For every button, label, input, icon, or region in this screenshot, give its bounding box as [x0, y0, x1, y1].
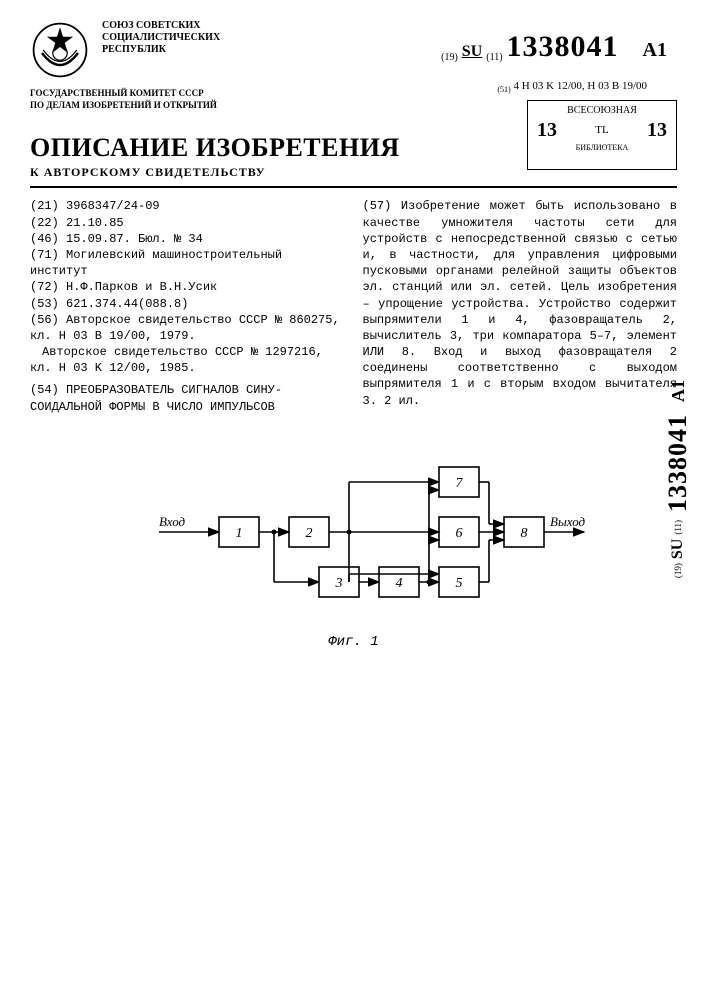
- left-column: (21) 3968347/24-09 (22) 21.10.85 (46) 15…: [30, 198, 345, 414]
- stamp-bottom: БИБЛИОТЕКА: [531, 143, 673, 153]
- svg-text:Вход: Вход: [159, 514, 186, 529]
- field-56b: Авторское свидетельство СССР № 1297216, …: [30, 344, 345, 376]
- field-53: (53) 621.374.44(088.8): [30, 296, 345, 312]
- stamp-top: ВСЕСОЮЗНАЯ: [531, 104, 673, 117]
- side-document-number: (19) SU (11) 1338041 A1: [663, 380, 693, 578]
- doc-prefix: SU: [462, 43, 482, 60]
- field-22: (22) 21.10.85: [30, 215, 345, 231]
- abstract: (57) Изобретение может быть использо­ван…: [363, 198, 678, 408]
- code-51: (51): [497, 85, 510, 94]
- ipc-classification: (51) 4 H 03 K 12/00, H 03 B 19/00: [497, 80, 647, 94]
- stamp-mid: ТL: [595, 123, 608, 137]
- doc-suffix: A1: [643, 39, 667, 61]
- code-11: (11): [486, 52, 502, 63]
- svg-text:1: 1: [235, 526, 242, 541]
- field-72: (72) Н.Ф.Парков и В.Н.Усик: [30, 279, 345, 295]
- svg-text:5: 5: [455, 576, 462, 591]
- divider: [30, 186, 677, 188]
- stamp-row: 13 ТL 13: [531, 117, 673, 143]
- svg-text:6: 6: [455, 526, 462, 541]
- doc-number-value: 1338041: [507, 30, 619, 63]
- code-19: (19): [441, 52, 458, 63]
- union-line: СОЦИАЛИСТИЧЕСКИХ: [102, 32, 220, 44]
- field-54: (54) ПРЕОБРАЗОВАТЕЛЬ СИГНАЛОВ СИНУ­СОИДА…: [30, 382, 345, 414]
- patent-page: СОЮЗ СОВЕТСКИХ СОЦИАЛИСТИЧЕСКИХ РЕСПУБЛИ…: [0, 0, 707, 1000]
- body-columns: (21) 3968347/24-09 (22) 21.10.85 (46) 15…: [30, 198, 677, 414]
- figure-1: 1 2 3 4 5 6 7 8 Вход Выход Фиг. 1: [30, 445, 677, 650]
- svg-text:2: 2: [305, 526, 312, 541]
- side-code-19: (19): [673, 563, 683, 578]
- svg-text:3: 3: [334, 576, 342, 591]
- side-suffix: A1: [668, 380, 688, 402]
- svg-text:4: 4: [395, 576, 402, 591]
- side-number: 1338041: [663, 414, 692, 512]
- ipc-text: 4 H 03 K 12/00, H 03 B 19/00: [513, 80, 647, 92]
- ussr-emblem-icon: [30, 20, 90, 80]
- svg-text:Выход: Выход: [550, 514, 586, 529]
- field-56a: (56) Авторское свидетельство СССР № 8602…: [30, 312, 345, 344]
- library-stamp: ВСЕСОЮЗНАЯ 13 ТL 13 БИБЛИОТЕКА: [527, 100, 677, 170]
- block-diagram-svg: 1 2 3 4 5 6 7 8 Вход Выход: [104, 445, 604, 625]
- svg-text:8: 8: [520, 526, 527, 541]
- field-46: (46) 15.09.87. Бюл. № 34: [30, 231, 345, 247]
- document-number: (19) SU (11) 1338041 A1: [441, 30, 667, 64]
- field-21: (21) 3968347/24-09: [30, 198, 345, 214]
- union-text: СОЮЗ СОВЕТСКИХ СОЦИАЛИСТИЧЕСКИХ РЕСПУБЛИ…: [102, 20, 220, 56]
- stamp-left: 13: [537, 117, 557, 143]
- field-71: (71) Могилевский машиностроительный инст…: [30, 247, 345, 279]
- figure-caption: Фиг. 1: [30, 634, 677, 650]
- stamp-right: 13: [647, 117, 667, 143]
- union-line: РЕСПУБЛИК: [102, 44, 220, 56]
- side-prefix: SU: [669, 539, 686, 559]
- right-column: (57) Изобретение может быть использо­ван…: [363, 198, 678, 414]
- svg-text:7: 7: [455, 476, 463, 491]
- union-line: СОЮЗ СОВЕТСКИХ: [102, 20, 220, 32]
- side-code-11: (11): [673, 520, 683, 535]
